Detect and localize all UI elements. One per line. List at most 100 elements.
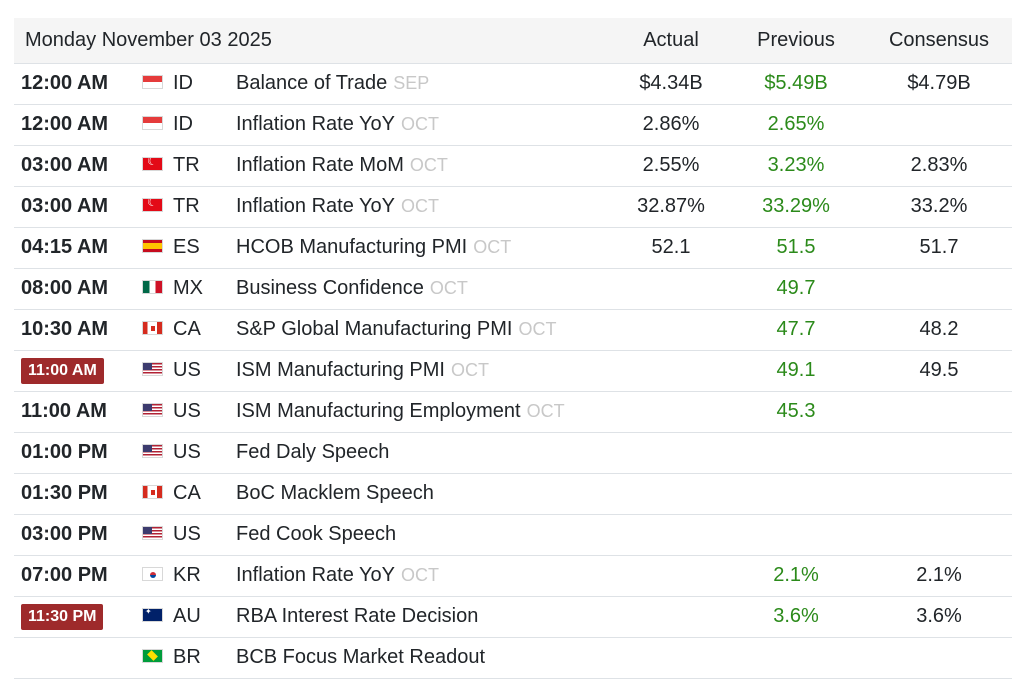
event-link[interactable]: Inflation Rate YoY bbox=[236, 564, 396, 586]
country-code: ID bbox=[173, 113, 193, 135]
table-row[interactable]: 10:30 AM CA S&P Global Manufacturing PMI OC… bbox=[14, 309, 1012, 350]
actual-value bbox=[616, 555, 726, 596]
event-link[interactable]: BoC Macklem Speech bbox=[236, 482, 434, 504]
consensus-value: 3.6% bbox=[916, 605, 962, 627]
br-flag-icon bbox=[142, 649, 163, 664]
consensus-header[interactable]: Consensus bbox=[866, 18, 1012, 64]
consensus-value: $4.79B bbox=[907, 72, 971, 94]
event-time: 01:30 PM bbox=[21, 482, 108, 504]
previous-value: 51.5 bbox=[776, 236, 816, 258]
previous-value bbox=[726, 514, 866, 555]
table-row[interactable]: 03:00 PM US Fed Cook Speech bbox=[14, 514, 1012, 555]
actual-value bbox=[616, 350, 726, 391]
event-time: 01:00 PM bbox=[21, 441, 108, 463]
previous-value bbox=[726, 432, 866, 473]
previous-value: 2.1% bbox=[773, 564, 819, 586]
previous-header[interactable]: Previous bbox=[726, 18, 867, 64]
table-row[interactable]: 11:00 AM US ISM Manufacturing PMI OCT 49.1 49… bbox=[14, 350, 1012, 391]
actual-value: $4.34B bbox=[639, 72, 703, 94]
table-row[interactable]: BR BCB Focus Market Readout bbox=[14, 637, 1012, 678]
country-cell: AU bbox=[142, 596, 236, 637]
time-cell: 03:00 AM bbox=[14, 145, 142, 186]
event-link[interactable]: RBA Interest Rate Decision bbox=[236, 605, 479, 627]
previous-value bbox=[726, 473, 866, 514]
event-time: 11:30 PM bbox=[21, 603, 104, 630]
reference-period: OCT bbox=[401, 114, 440, 134]
table-row[interactable]: 12:00 AM ID Balance of Trade SEP $4.34B $5.49… bbox=[14, 63, 1012, 104]
event-time: 08:00 AM bbox=[21, 277, 109, 299]
event-link[interactable]: BCB Focus Market Readout bbox=[236, 646, 485, 668]
event-link[interactable]: Inflation Rate MoM bbox=[236, 154, 404, 176]
time-cell: 12:00 AM bbox=[14, 63, 142, 104]
time-cell: 10:30 AM bbox=[14, 309, 142, 350]
table-row[interactable]: 07:00 PM KR Inflation Rate YoY OCT 2.1% 2.1% bbox=[14, 555, 1012, 596]
us-flag-icon bbox=[142, 403, 163, 418]
previous-value: 2.65% bbox=[767, 113, 825, 135]
country-code: US bbox=[173, 523, 201, 545]
time-cell: 01:30 PM bbox=[14, 473, 142, 514]
previous-value: 3.6% bbox=[773, 605, 819, 627]
time-cell: 12:00 AM bbox=[14, 104, 142, 145]
reference-period: OCT bbox=[473, 237, 512, 257]
time-cell: 07:00 PM bbox=[14, 555, 142, 596]
us-flag-icon bbox=[142, 362, 163, 377]
previous-value bbox=[726, 637, 866, 678]
event-link[interactable]: Balance of Trade bbox=[236, 72, 388, 94]
event-cell: S&P Global Manufacturing PMI OCT bbox=[236, 309, 616, 350]
table-row[interactable]: 11:00 AM US ISM Manufacturing Employment OC… bbox=[14, 391, 1012, 432]
event-time: 10:30 AM bbox=[21, 318, 109, 340]
table-row[interactable]: 12:00 AM ID Inflation Rate YoY OCT 2.86% 2.65… bbox=[14, 104, 1012, 145]
country-cell: US bbox=[142, 350, 236, 391]
reference-period: OCT bbox=[526, 401, 565, 421]
time-cell: 08:00 AM bbox=[14, 268, 142, 309]
country-code: US bbox=[173, 359, 201, 381]
country-cell: US bbox=[142, 432, 236, 473]
id-flag-icon bbox=[142, 75, 163, 90]
time-cell: 11:00 AM bbox=[14, 391, 142, 432]
time-cell: 04:15 AM bbox=[14, 227, 142, 268]
country-code: TR bbox=[173, 154, 200, 176]
tr-flag-icon bbox=[142, 157, 163, 172]
event-cell: HCOB Manufacturing PMI OCT bbox=[236, 227, 616, 268]
event-link[interactable]: S&P Global Manufacturing PMI bbox=[236, 318, 513, 340]
previous-value: 47.7 bbox=[776, 318, 816, 340]
event-cell: Business Confidence OCT bbox=[236, 268, 616, 309]
event-link[interactable]: Business Confidence bbox=[236, 277, 424, 299]
id-flag-icon bbox=[142, 116, 163, 131]
consensus-value bbox=[866, 514, 1012, 555]
actual-value: 32.87% bbox=[637, 195, 705, 217]
event-link[interactable]: ISM Manufacturing PMI bbox=[236, 359, 445, 381]
event-time: 04:15 AM bbox=[21, 236, 109, 258]
table-row[interactable]: 08:00 AM MX Business Confidence OCT 49.7 bbox=[14, 268, 1012, 309]
country-cell: US bbox=[142, 391, 236, 432]
event-time: 07:00 PM bbox=[21, 564, 108, 586]
actual-value bbox=[616, 637, 726, 678]
country-cell: TR bbox=[142, 145, 236, 186]
calendar-table: Monday November 03 2025 Actual Previous … bbox=[14, 18, 1012, 679]
au-flag-icon bbox=[142, 608, 163, 623]
actual-header[interactable]: Actual bbox=[616, 18, 727, 64]
event-link[interactable]: ISM Manufacturing Employment bbox=[236, 400, 521, 422]
table-row[interactable]: 01:30 PM CA BoC Macklem Speech bbox=[14, 473, 1012, 514]
time-cell: 03:00 AM bbox=[14, 186, 142, 227]
table-row[interactable]: 01:00 PM US Fed Daly Speech bbox=[14, 432, 1012, 473]
event-cell: BoC Macklem Speech bbox=[236, 473, 616, 514]
event-link[interactable]: Fed Daly Speech bbox=[236, 441, 390, 463]
consensus-value bbox=[866, 268, 1012, 309]
country-code: AU bbox=[173, 605, 201, 627]
previous-value: 49.1 bbox=[776, 359, 816, 381]
consensus-value bbox=[866, 473, 1012, 514]
actual-value bbox=[616, 432, 726, 473]
country-cell: CA bbox=[142, 309, 236, 350]
event-cell: ISM Manufacturing Employment OCT bbox=[236, 391, 616, 432]
event-link[interactable]: HCOB Manufacturing PMI bbox=[236, 236, 468, 258]
table-row[interactable]: 04:15 AM ES HCOB Manufacturing PMI OCT 52.1 5… bbox=[14, 227, 1012, 268]
event-link[interactable]: Fed Cook Speech bbox=[236, 523, 397, 545]
calendar-rows: 12:00 AM ID Balance of Trade SEP $4.34B $5.49… bbox=[14, 63, 1012, 678]
event-cell: Fed Cook Speech bbox=[236, 514, 616, 555]
event-link[interactable]: Inflation Rate YoY bbox=[236, 113, 396, 135]
table-row[interactable]: 11:30 PM AU RBA Interest Rate Decision 3.6%… bbox=[14, 596, 1012, 637]
event-link[interactable]: Inflation Rate YoY bbox=[236, 195, 396, 217]
